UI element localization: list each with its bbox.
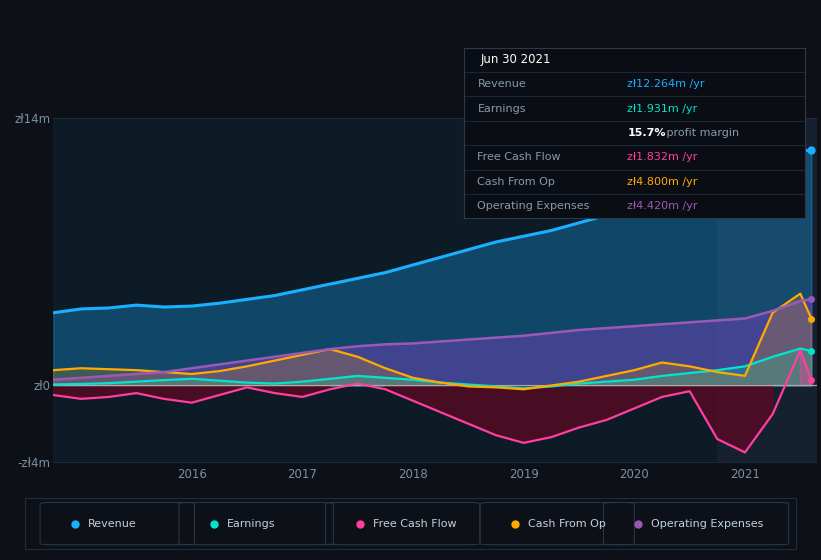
Text: zł4.420m /yr: zł4.420m /yr: [627, 201, 698, 211]
Text: zł4.800m /yr: zł4.800m /yr: [627, 177, 698, 187]
Text: zł12.264m /yr: zł12.264m /yr: [627, 79, 705, 89]
Text: Earnings: Earnings: [478, 104, 526, 114]
Text: Jun 30 2021: Jun 30 2021: [481, 53, 552, 66]
Text: Cash From Op: Cash From Op: [528, 519, 606, 529]
Bar: [718, 118, 817, 462]
Text: zł1.832m /yr: zł1.832m /yr: [627, 152, 698, 162]
Text: Operating Expenses: Operating Expenses: [651, 519, 764, 529]
Text: Operating Expenses: Operating Expenses: [478, 201, 589, 211]
Text: Free Cash Flow: Free Cash Flow: [478, 152, 561, 162]
Text: Earnings: Earnings: [227, 519, 275, 529]
Text: Revenue: Revenue: [478, 79, 526, 89]
Text: profit margin: profit margin: [663, 128, 739, 138]
Text: Cash From Op: Cash From Op: [478, 177, 555, 187]
Text: Revenue: Revenue: [88, 519, 136, 529]
Text: zł1.931m /yr: zł1.931m /yr: [627, 104, 698, 114]
Text: 15.7%: 15.7%: [627, 128, 666, 138]
Text: Free Cash Flow: Free Cash Flow: [374, 519, 457, 529]
